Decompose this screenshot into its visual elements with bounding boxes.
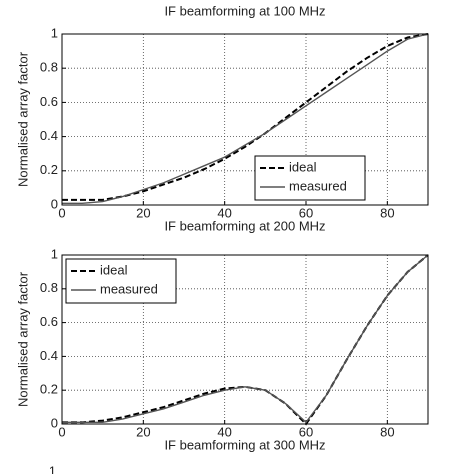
plot-area: [62, 34, 428, 205]
y-tick-label: 0.4: [40, 128, 58, 143]
x-tick-label: 0: [58, 205, 65, 220]
x-axis-label: IF beamforming at 100 MHz: [164, 3, 325, 18]
y-tick-label: 0.8: [40, 60, 58, 75]
x-tick-label: 20: [136, 424, 150, 439]
y-tick-label: 1: [51, 25, 58, 40]
y-tick-label: 0.2: [40, 162, 58, 177]
x-axis-label: IF beamforming at 300 MHz: [164, 437, 325, 452]
legend-box: [65, 258, 177, 304]
legend-label: ideal: [100, 262, 128, 277]
x-tick-label: 40: [217, 424, 231, 439]
data-line: [62, 33, 429, 201]
y-tick-label: 0.4: [40, 348, 58, 363]
y-tick-label: 0: [51, 196, 58, 211]
x-tick-label: 60: [299, 424, 313, 439]
y-tick-label: 1: [49, 463, 56, 474]
data-line: [62, 254, 429, 424]
y-axis-label: Normalised array factor: [15, 51, 30, 187]
x-tick-label: 80: [380, 424, 394, 439]
y-tick-label: 0.6: [40, 94, 58, 109]
axis-frame: [61, 33, 429, 206]
x-tick-label: 40: [217, 205, 231, 220]
legend-label: measured: [289, 178, 347, 193]
x-tick-label: 80: [380, 205, 394, 220]
x-tick-label: 0: [58, 424, 65, 439]
y-tick-label: 0: [51, 415, 58, 430]
x-axis-label: IF beamforming at 200 MHz: [164, 218, 325, 233]
x-tick-label: 60: [299, 205, 313, 220]
legend: ideal measured: [254, 155, 366, 201]
legend-label: ideal: [289, 159, 317, 174]
y-tick-label: 0.2: [40, 382, 58, 397]
legend: ideal measured: [65, 258, 177, 304]
legend-box: [254, 155, 366, 201]
data-line: [62, 33, 429, 204]
legend-label: measured: [100, 281, 158, 296]
y-tick-label: 1: [51, 246, 58, 261]
y-tick-label: 0.6: [40, 314, 58, 329]
axis-frame: [61, 254, 429, 425]
x-tick-label: 20: [136, 205, 150, 220]
y-axis-label: Normalised array factor: [15, 271, 30, 407]
y-tick-label: 0.8: [40, 280, 58, 295]
